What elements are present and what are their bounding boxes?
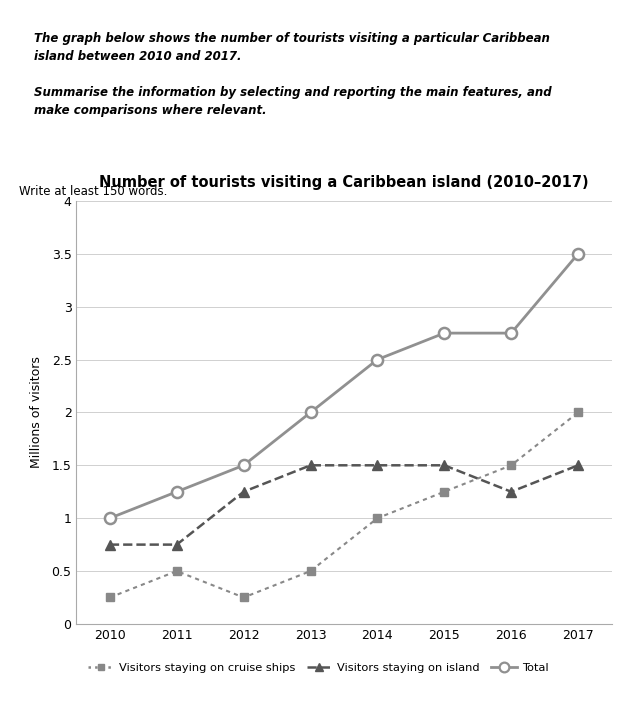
Legend: Visitors staying on cruise ships, Visitors staying on island, Total: Visitors staying on cruise ships, Visito… xyxy=(83,658,554,678)
Title: Number of tourists visiting a Caribbean island (2010–2017): Number of tourists visiting a Caribbean … xyxy=(99,175,589,190)
Y-axis label: Millions of visitors: Millions of visitors xyxy=(30,357,43,468)
Text: The graph below shows the number of tourists visiting a particular Caribbean
isl: The graph below shows the number of tour… xyxy=(34,32,552,117)
Text: Write at least 150 words.: Write at least 150 words. xyxy=(19,185,168,197)
